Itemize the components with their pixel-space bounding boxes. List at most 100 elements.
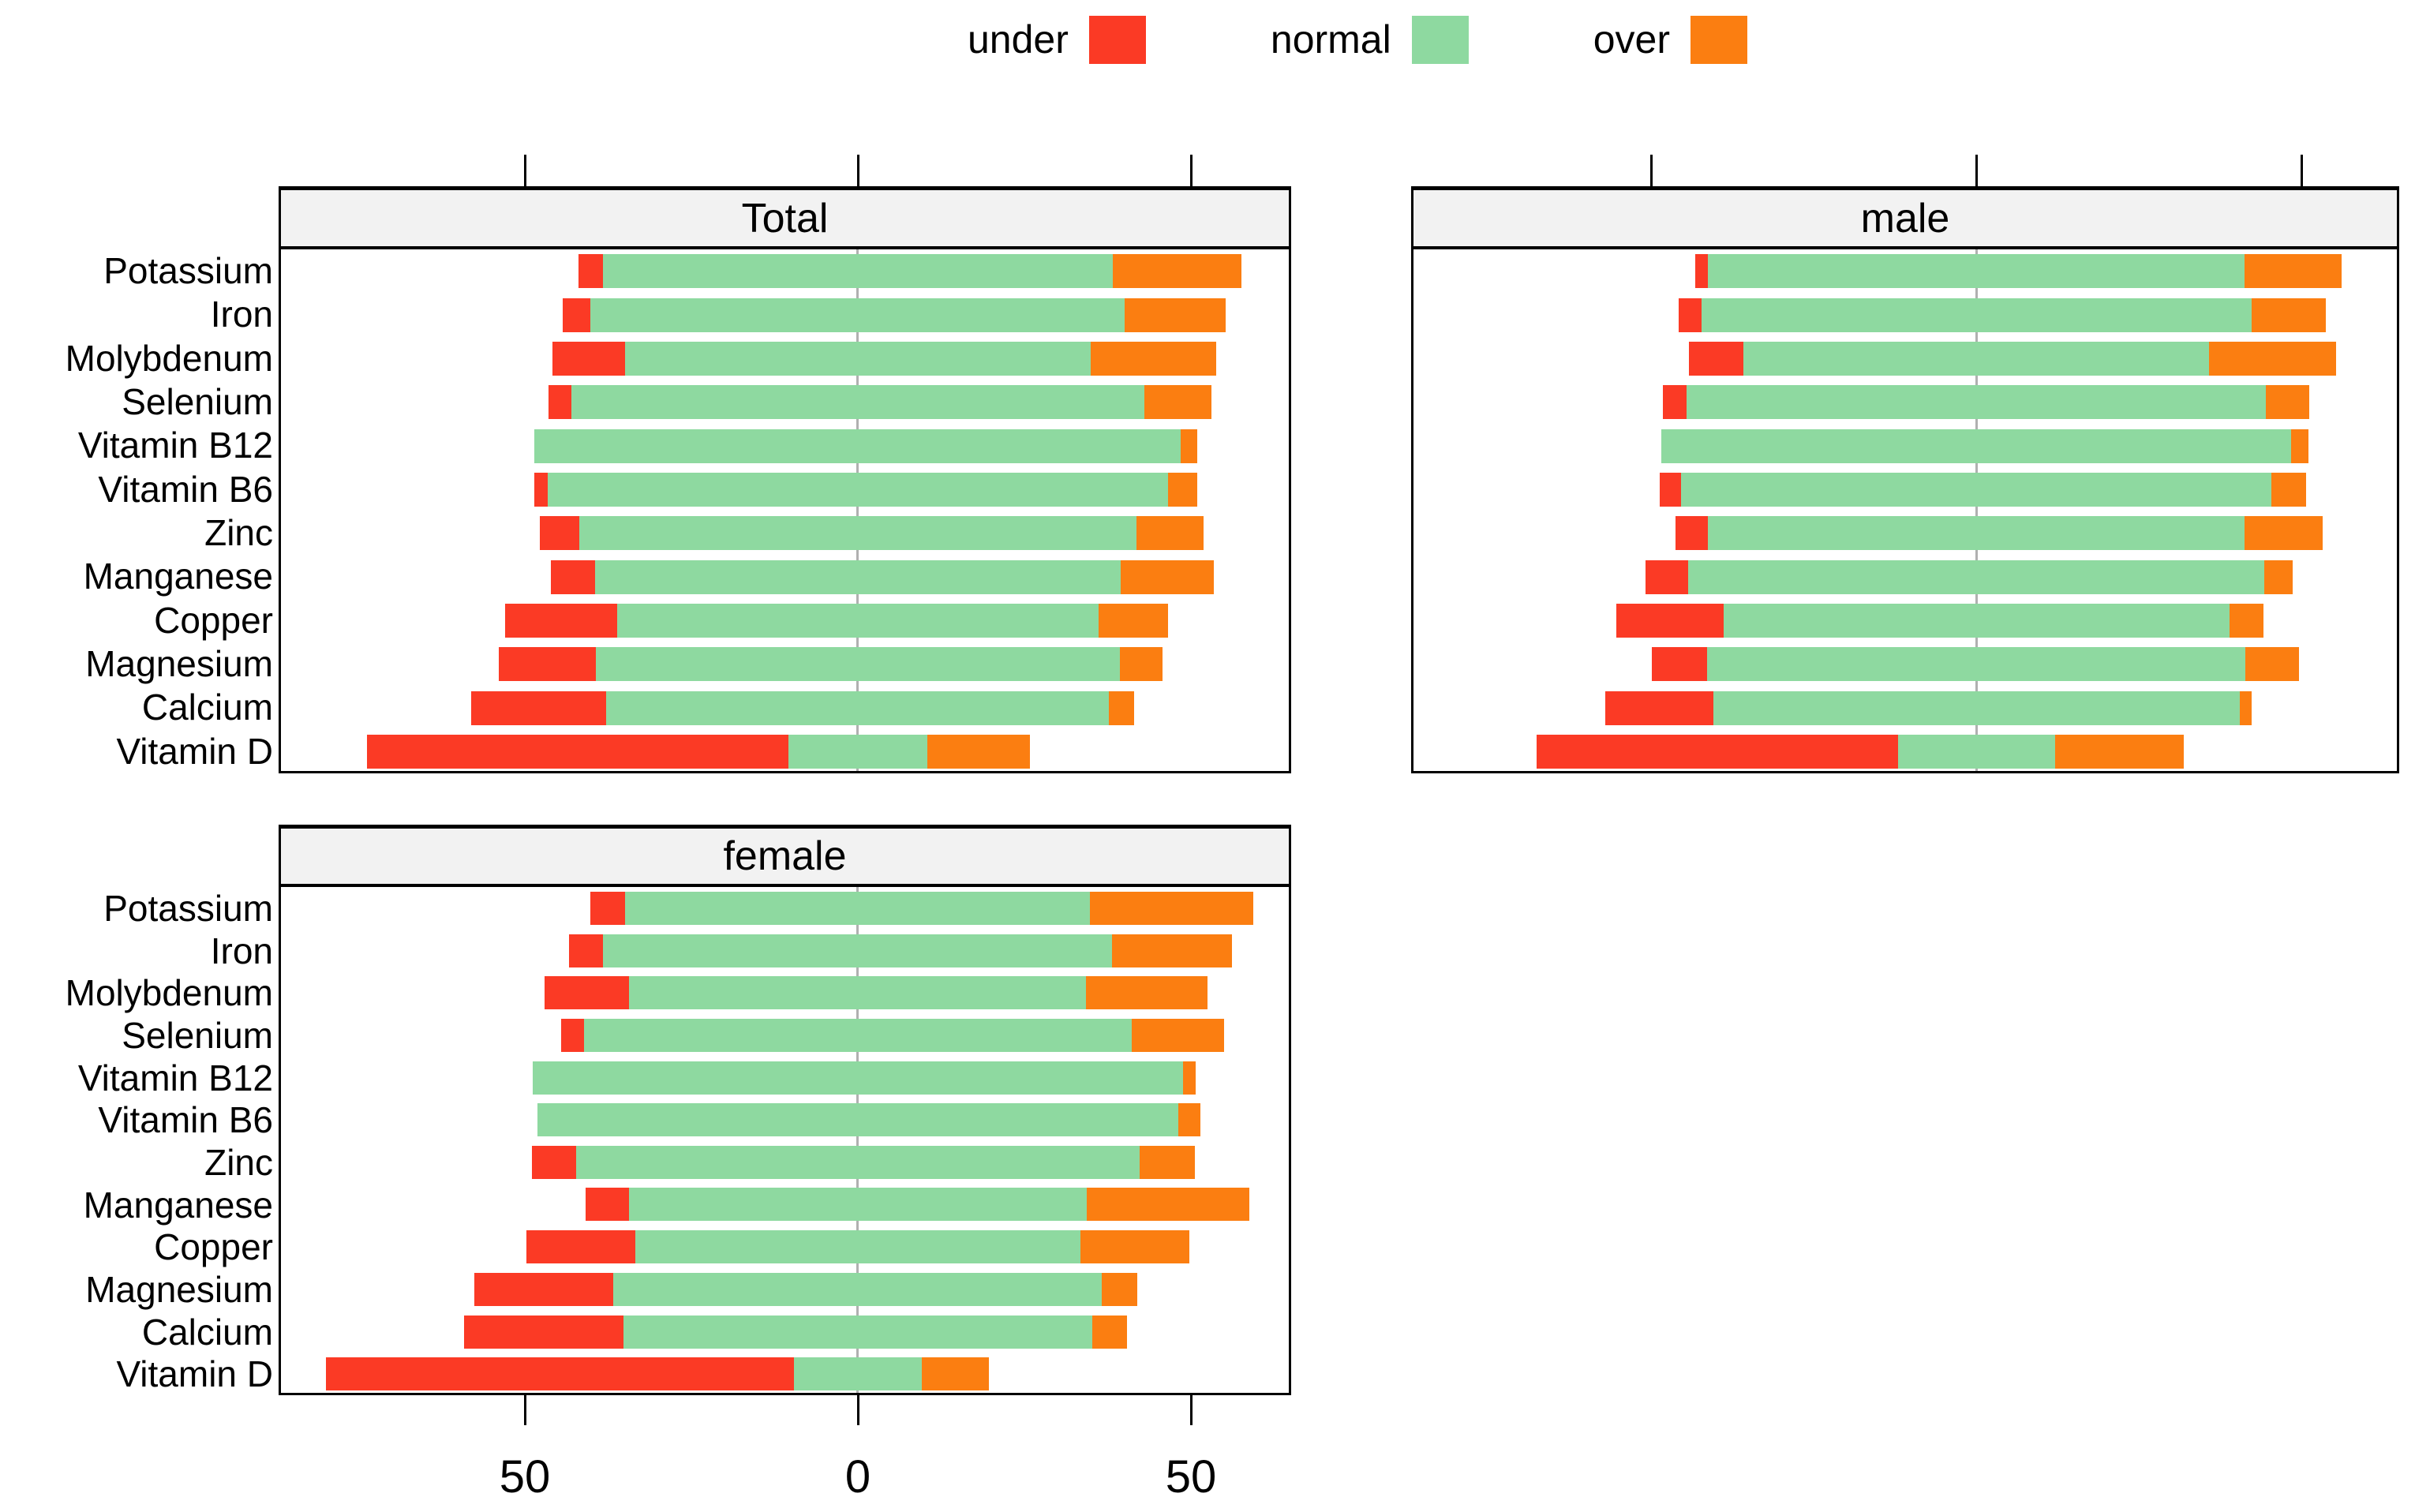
bar-segment-over [1168, 473, 1198, 507]
bar-female-iron [568, 934, 1232, 967]
x-axis-tick-top-total [857, 155, 859, 186]
bar-total-magnesium [499, 647, 1163, 681]
bar-segment-under [471, 691, 607, 725]
panel-total-plot [279, 249, 1291, 773]
bar-segment-normal [606, 691, 1110, 725]
y-axis-label-total-potassium: Potassium [103, 250, 273, 291]
y-axis-label-female-calcium: Calcium [141, 1312, 273, 1353]
bar-segment-under [1616, 604, 1724, 638]
bar-total-vitamin-b12 [534, 429, 1198, 463]
y-axis-label-total-vitamin-d: Vitamin D [116, 731, 273, 772]
bar-segment-under [505, 604, 617, 638]
bar-segment-over [1091, 1316, 1128, 1349]
bar-segment-normal [629, 1188, 1087, 1221]
bar-segment-normal [1681, 473, 2271, 507]
bar-segment-under [534, 473, 548, 507]
bar-segment-under [1694, 254, 1708, 288]
y-axis-label-female-selenium: Selenium [122, 1015, 273, 1056]
legend-item-under: under [968, 14, 1146, 65]
bar-segment-over [2054, 735, 2184, 769]
bar-segment-under [474, 1273, 614, 1306]
bar-segment-normal [625, 892, 1091, 925]
bar-segment-under [1659, 473, 1682, 507]
bar-total-selenium [548, 385, 1211, 419]
y-axis-label-female-manganese: Manganese [83, 1185, 273, 1226]
bar-female-vitamin-b6 [537, 1103, 1201, 1136]
y-axis-label-female-potassium: Potassium [103, 888, 273, 929]
y-axis-label-female-vitamin-d: Vitamin D [116, 1353, 273, 1394]
x-axis-tick-bottom [856, 1395, 859, 1425]
bar-segment-normal [1713, 691, 2240, 725]
bar-segment-over [1144, 385, 1211, 419]
bar-segment-normal [1897, 735, 2055, 769]
y-axis-label-total-copper: Copper [154, 600, 273, 641]
legend-item-over: over [1593, 14, 1747, 65]
bar-segment-under [367, 735, 788, 769]
bar-segment-over [1109, 691, 1135, 725]
bar-segment-under [548, 385, 571, 419]
bar-female-zinc [531, 1146, 1195, 1179]
x-axis-tick-bottom [523, 1395, 526, 1425]
bar-segment-under [568, 934, 604, 967]
bar-segment-under [1679, 298, 1702, 332]
bar-male-iron [1679, 298, 2326, 332]
bar-segment-over [1182, 1061, 1196, 1095]
bar-female-manganese [586, 1188, 1249, 1221]
bar-segment-over [921, 1357, 989, 1390]
panel-female-strip: female [279, 825, 1291, 887]
bar-male-molybdenum [1689, 342, 2336, 376]
bar-segment-normal [613, 1273, 1103, 1306]
bar-segment-normal [579, 516, 1136, 550]
x-axis-tick-label: 0 [844, 1451, 871, 1503]
bar-segment-under [1689, 342, 1744, 376]
panel-total-strip: Total [279, 186, 1291, 249]
bar-segment-over [2229, 604, 2264, 638]
bar-segment-normal [603, 934, 1113, 967]
legend-label-over: over [1593, 17, 1670, 62]
bar-segment-under [1604, 691, 1713, 725]
bar-segment-under [1652, 647, 1708, 681]
x-axis-tick-top-male [1650, 155, 1653, 186]
bar-segment-normal [793, 1357, 922, 1390]
x-axis-tick-top-total [1190, 155, 1193, 186]
y-axis-label-female-zinc: Zinc [204, 1142, 273, 1183]
bar-segment-normal [590, 298, 1125, 332]
x-axis-tick-label: 50 [499, 1451, 551, 1503]
bar-male-potassium [1694, 254, 2342, 288]
bar-segment-under [578, 254, 603, 288]
panel-male-strip: male [1411, 186, 2399, 249]
bar-segment-under [563, 298, 591, 332]
bar-total-vitamin-b6 [534, 473, 1198, 507]
bar-segment-over [2251, 298, 2326, 332]
bar-segment-over [927, 735, 1031, 769]
bar-segment-normal [1707, 647, 2246, 681]
bar-segment-under [325, 1357, 794, 1390]
bar-segment-under [544, 976, 630, 1009]
bar-segment-under [552, 342, 626, 376]
y-axis-label-total-calcium: Calcium [141, 687, 273, 728]
bar-male-vitamin-b6 [1659, 473, 2307, 507]
bar-segment-normal [788, 735, 928, 769]
bar-segment-normal [1707, 516, 2245, 550]
panel-female-plot [279, 887, 1291, 1395]
x-axis-tick-top-male [1975, 155, 1978, 186]
bar-segment-over [1099, 604, 1169, 638]
bar-segment-under [526, 1230, 635, 1263]
bar-female-copper [526, 1230, 1189, 1263]
legend-item-normal: normal [1271, 14, 1469, 65]
bar-segment-normal [616, 604, 1099, 638]
bar-segment-over [2291, 429, 2308, 463]
y-axis-label-female-magnesium: Magnesium [85, 1269, 273, 1310]
bar-total-copper [505, 604, 1169, 638]
y-axis-label-total-vitamin-b12: Vitamin B12 [77, 425, 273, 466]
bar-total-potassium [578, 254, 1241, 288]
bar-segment-normal [602, 254, 1113, 288]
bar-segment-over [1121, 560, 1215, 594]
bar-female-vitamin-d [325, 1357, 989, 1390]
bar-segment-under [551, 560, 595, 594]
bar-segment-normal [1743, 342, 2210, 376]
bar-segment-under [540, 516, 580, 550]
bar-segment-under [590, 892, 626, 925]
